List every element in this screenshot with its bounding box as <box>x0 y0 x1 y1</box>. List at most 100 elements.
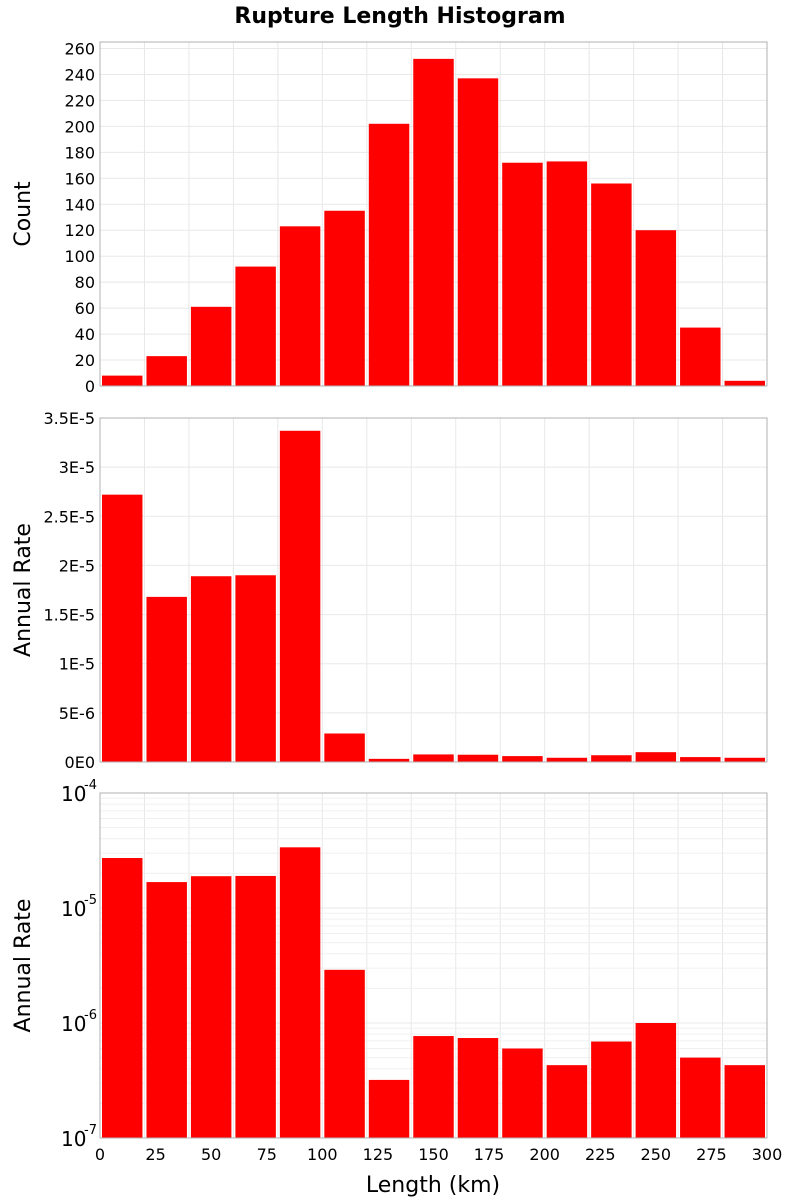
y-tick-label: 120 <box>64 221 95 240</box>
histogram-bar <box>724 757 765 762</box>
y-tick-exponent: -6 <box>84 1008 97 1023</box>
histogram-bar <box>235 266 276 386</box>
histogram-bar <box>546 1065 588 1138</box>
y-tick-label: 160 <box>64 169 95 188</box>
y-tick-label: 180 <box>64 143 95 162</box>
x-tick-label: 0 <box>95 1145 105 1164</box>
x-tick-label: 225 <box>585 1145 616 1164</box>
histogram-bar <box>502 1048 543 1138</box>
histogram-bar <box>457 78 499 386</box>
histogram-bar <box>190 876 232 1138</box>
histogram-bar <box>635 230 677 386</box>
x-tick-label: 200 <box>529 1145 560 1164</box>
y-tick-label: 80 <box>75 273 95 292</box>
histogram-bar <box>413 1036 454 1138</box>
histogram-bar <box>591 755 632 762</box>
x-axis-label: Length (km) <box>366 1173 500 1198</box>
y-tick-label: 2E-5 <box>59 556 95 575</box>
histogram-bar <box>146 356 187 386</box>
y-tick-label: 200 <box>64 117 95 136</box>
y-axis-label: Annual Rate <box>11 523 36 657</box>
histogram-bar <box>591 183 632 386</box>
x-tick-label: 150 <box>418 1145 449 1164</box>
histogram-bar <box>413 58 454 386</box>
y-tick-label: 240 <box>64 65 95 84</box>
histogram-bar <box>724 1065 765 1138</box>
histogram-bar <box>457 1038 499 1138</box>
y-tick-label: 220 <box>64 91 95 110</box>
histogram-bar <box>635 752 677 762</box>
histogram-bar <box>368 123 410 387</box>
histogram-bar <box>324 969 365 1138</box>
histogram-bar <box>146 596 187 762</box>
y-tick-label: 260 <box>64 39 95 58</box>
histogram-bar <box>235 575 276 762</box>
y-tick-label: 10 <box>61 1012 86 1036</box>
histogram-bar <box>190 576 232 762</box>
histogram-bar <box>102 494 143 762</box>
x-tick-label: 75 <box>257 1145 277 1164</box>
y-tick-label: 3.5E-5 <box>43 409 95 428</box>
histogram-bar <box>190 306 232 386</box>
y-tick-label: 140 <box>64 195 95 214</box>
histogram-bar <box>635 1023 677 1138</box>
y-tick-label: 10 <box>61 782 86 806</box>
y-axis-label: Count <box>11 181 36 247</box>
x-tick-label: 275 <box>696 1145 727 1164</box>
y-tick-label: 1.5E-5 <box>43 606 95 625</box>
x-tick-label: 100 <box>307 1145 338 1164</box>
histogram-bar <box>368 1079 410 1138</box>
x-tick-label: 25 <box>145 1145 165 1164</box>
x-tick-label: 250 <box>641 1145 672 1164</box>
histogram-bar <box>680 1057 721 1138</box>
count-histogram-panel: 0 20 40 60 80 100 120 140 160 180 200 220 240 260 Coun… <box>11 39 768 396</box>
y-tick-exponent: -5 <box>84 893 97 908</box>
histogram-bar <box>279 430 321 762</box>
y-tick-label: 10 <box>61 897 86 921</box>
histogram-bar <box>546 161 588 386</box>
histogram-bar <box>724 380 765 386</box>
y-tick-label: 3E-5 <box>59 458 95 477</box>
x-tick-label: 125 <box>363 1145 394 1164</box>
histogram-bar <box>146 882 187 1138</box>
y-tick-label: 10 <box>61 1127 86 1151</box>
histogram-bar <box>324 210 365 386</box>
annual-rate-linear-panel: 0E0 5E-6 1E-5 1.5E-5 2E-5 2.5E-5 3E-5 3.5E-5 Ann… <box>11 409 768 772</box>
plot-frame <box>99 417 768 763</box>
histogram-bar <box>680 327 721 386</box>
histogram-bar <box>279 226 321 386</box>
y-tick-label: 40 <box>75 325 95 344</box>
y-tick-label: 1E-5 <box>59 655 95 674</box>
histogram-bar <box>546 757 588 762</box>
histogram-bar <box>591 1041 632 1138</box>
y-tick-label: 5E-6 <box>59 704 95 723</box>
y-tick-label: 100 <box>64 247 95 266</box>
histogram-bar <box>502 162 543 386</box>
histogram-bar <box>235 875 276 1138</box>
y-tick-exponent: -7 <box>84 1123 97 1138</box>
y-tick-label: 0E0 <box>65 753 95 772</box>
histogram-bar <box>324 733 365 762</box>
y-tick-label: 60 <box>75 299 95 318</box>
plot-frame <box>99 792 768 1139</box>
chart-title: Rupture Length Histogram <box>234 4 565 29</box>
histogram-bar <box>457 754 499 762</box>
histogram-bar <box>102 858 143 1138</box>
y-axis-label: Annual Rate <box>11 899 36 1033</box>
histogram-bar <box>502 756 543 762</box>
plot-frame <box>99 41 768 387</box>
x-tick-label: 300 <box>752 1145 783 1164</box>
x-tick-label: 50 <box>201 1145 221 1164</box>
histogram-bar <box>413 754 454 762</box>
histogram-bar <box>279 847 321 1138</box>
y-tick-label: 20 <box>75 351 95 370</box>
histogram-bar <box>680 757 721 762</box>
y-tick-label: 0 <box>85 377 95 396</box>
y-tick-exponent: -4 <box>84 778 97 793</box>
histogram-bar <box>102 375 143 386</box>
y-tick-label: 2.5E-5 <box>43 507 95 526</box>
x-tick-label: 175 <box>474 1145 505 1164</box>
histogram-bar <box>368 758 410 762</box>
